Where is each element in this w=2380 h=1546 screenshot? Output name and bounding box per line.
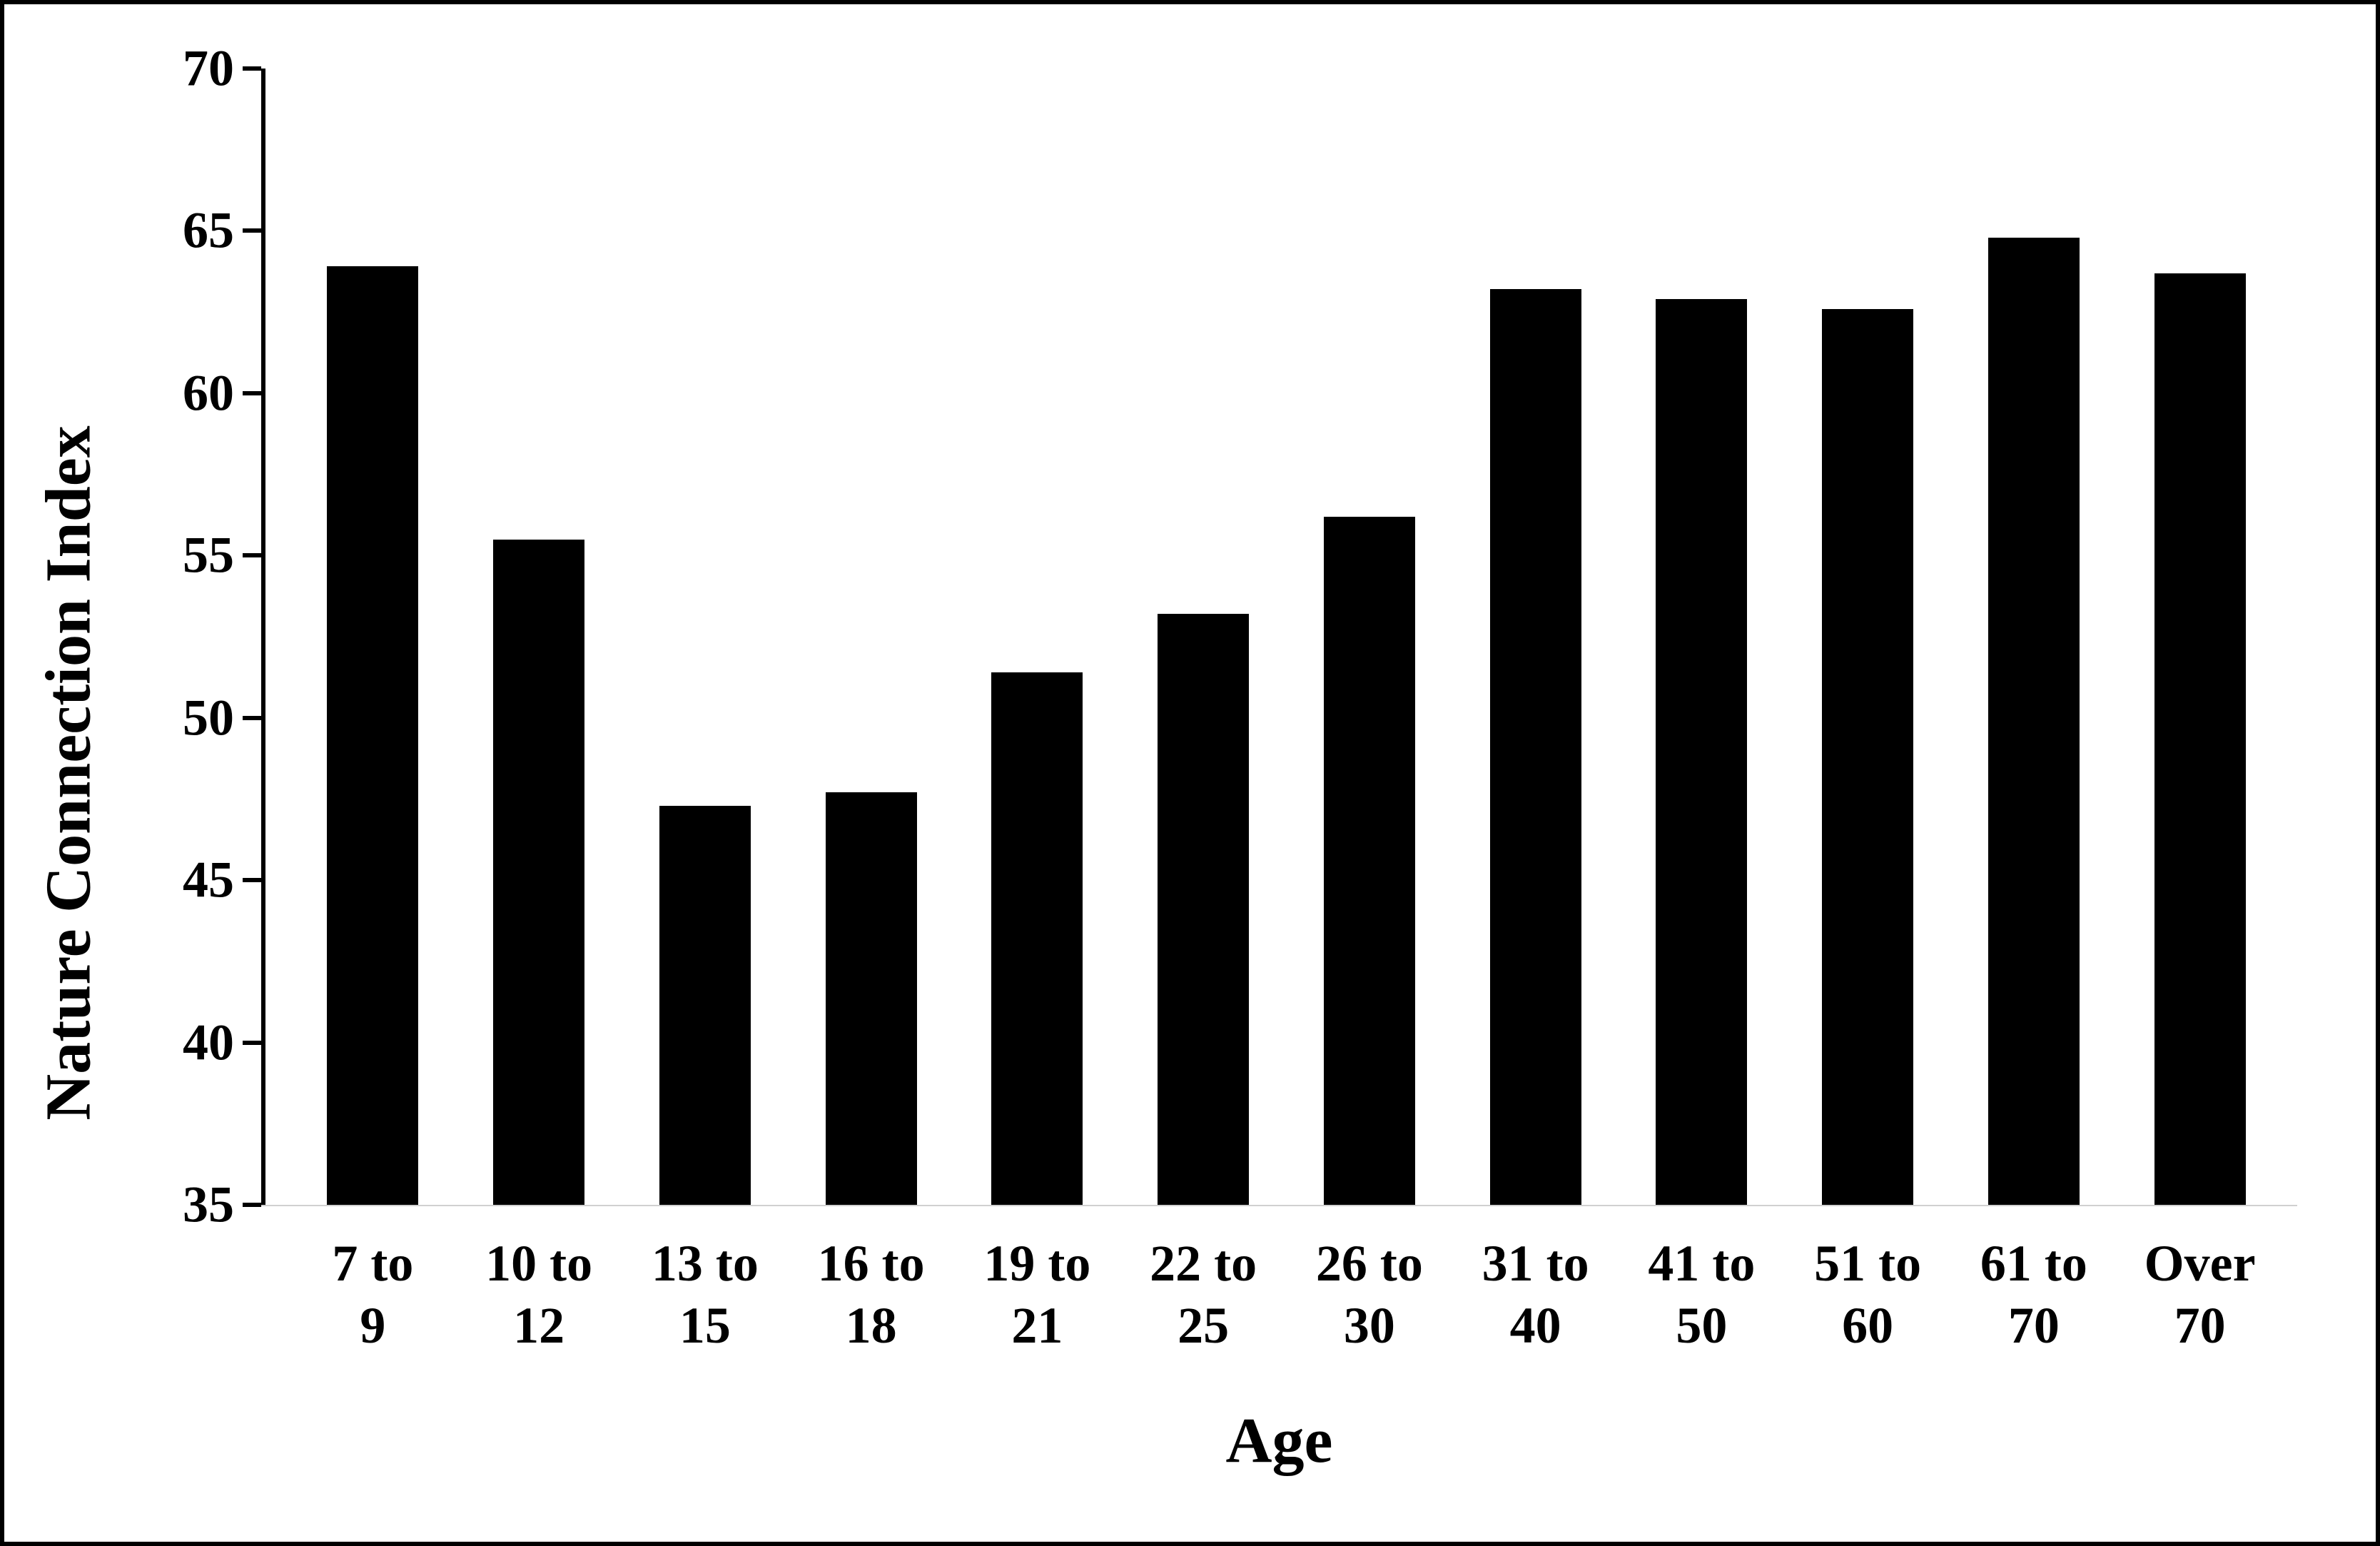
bar [2154, 273, 2246, 1205]
bar-slot [1287, 69, 1453, 1205]
y-tick [243, 716, 261, 720]
x-tick-label: 61 to70 [1951, 1233, 2117, 1356]
bar-slot [2117, 69, 2283, 1205]
chart-frame: Nature Connection Index 3540455055606570… [0, 0, 2380, 1546]
y-tick [243, 228, 261, 233]
y-tick-label: 70 [183, 39, 234, 98]
plot-area: 3540455055606570 [261, 69, 2297, 1206]
x-tick-label: 41 to50 [1619, 1233, 1785, 1356]
y-tick-label: 55 [183, 526, 234, 585]
chart-area: Nature Connection Index 3540455055606570… [40, 40, 2326, 1506]
x-tick-label: 26 to30 [1287, 1233, 1453, 1356]
bar [327, 266, 418, 1205]
bar-slot [1120, 69, 1287, 1205]
y-tick-label: 65 [183, 201, 234, 261]
bar [659, 806, 751, 1205]
y-tick [243, 1041, 261, 1045]
x-tick-label: Over70 [2117, 1233, 2283, 1356]
x-tick-label: 13 to15 [622, 1233, 789, 1356]
bar-slot [954, 69, 1120, 1205]
x-tick-label: 19 to21 [954, 1233, 1120, 1356]
bar [1490, 289, 1581, 1205]
x-tick-label: 10 to12 [456, 1233, 622, 1356]
y-tick-label: 35 [183, 1176, 234, 1235]
y-tick [243, 66, 261, 71]
y-tick [243, 391, 261, 395]
bar [493, 540, 584, 1205]
y-axis-title: Nature Connection Index [32, 425, 106, 1120]
x-tick-label: 51 to60 [1785, 1233, 1951, 1356]
y-tick [243, 878, 261, 882]
y-tick [243, 553, 261, 557]
bar-slot [622, 69, 789, 1205]
y-tick-label: 45 [183, 851, 234, 910]
x-tick-label: 22 to25 [1120, 1233, 1287, 1356]
bar-slot [1619, 69, 1785, 1205]
bar-slot [290, 69, 456, 1205]
y-tick-label: 60 [183, 363, 234, 423]
x-tick-label: 16 to18 [788, 1233, 954, 1356]
y-tick-label: 50 [183, 688, 234, 747]
bar-slot [1452, 69, 1619, 1205]
bar-slot [456, 69, 622, 1205]
bar [826, 792, 917, 1205]
x-tick-label: 7 to9 [290, 1233, 456, 1356]
x-axis-title: Age [261, 1404, 2297, 1477]
bar-slot [788, 69, 954, 1205]
bar [1988, 238, 2080, 1205]
bar-slot [1785, 69, 1951, 1205]
y-tick [243, 1203, 261, 1207]
x-tick-label: 31 to40 [1452, 1233, 1619, 1356]
bars-container [261, 69, 2297, 1205]
bar [991, 672, 1083, 1205]
x-axis-labels: 7 to910 to1213 to1516 to1819 to2122 to25… [261, 1233, 2297, 1356]
bar [1656, 299, 1747, 1205]
bar [1158, 614, 1249, 1205]
bar [1324, 517, 1415, 1205]
bar [1822, 309, 1913, 1205]
y-tick-label: 40 [183, 1013, 234, 1072]
bar-slot [1951, 69, 2117, 1205]
